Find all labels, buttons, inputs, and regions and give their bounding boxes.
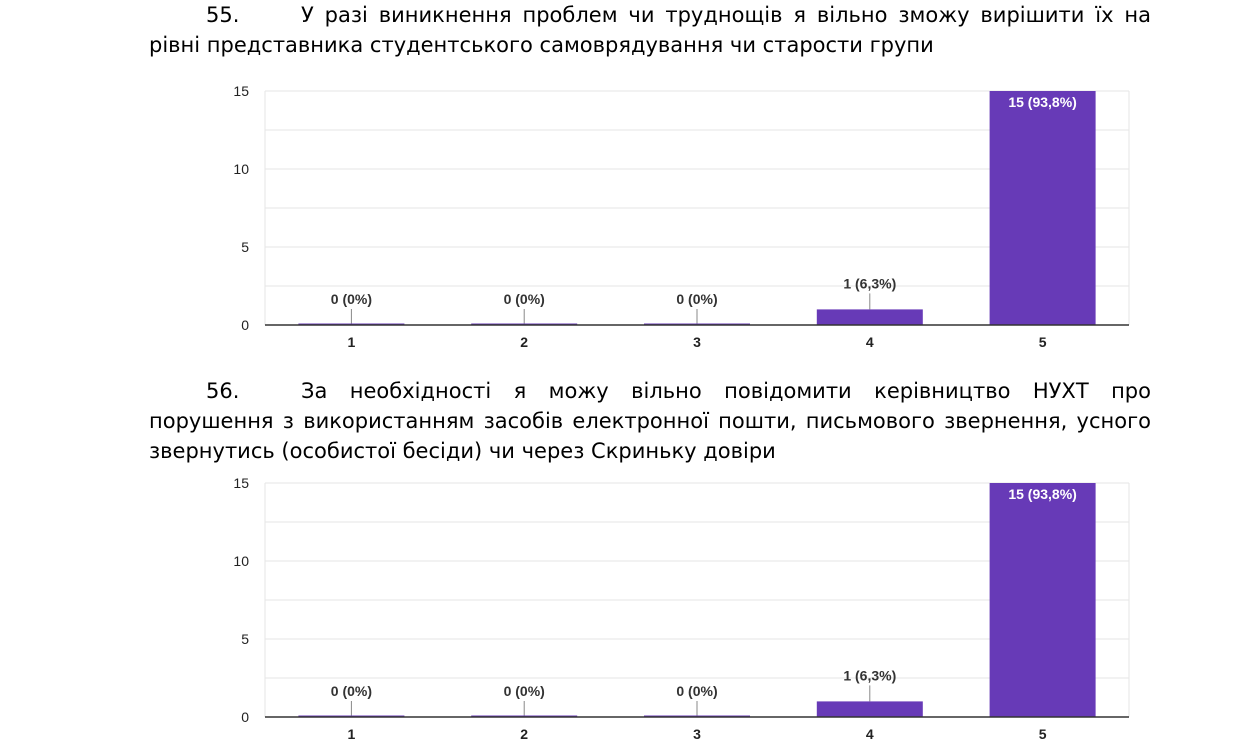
data-label: 0 (0%) — [504, 291, 545, 307]
bar — [816, 309, 923, 325]
x-tick-label: 3 — [693, 726, 701, 742]
y-tick-label: 10 — [233, 553, 249, 569]
question-number: 55. — [206, 3, 240, 27]
y-tick-label: 0 — [241, 317, 249, 333]
data-label: 15 (93,8%) — [1008, 486, 1076, 502]
y-tick-label: 10 — [233, 161, 249, 177]
data-label: 0 (0%) — [504, 683, 545, 699]
x-tick-label: 2 — [520, 334, 528, 350]
x-tick-label: 2 — [520, 726, 528, 742]
y-tick-label: 5 — [241, 631, 249, 647]
y-tick-label: 15 — [233, 83, 249, 99]
bar-chart-56: 0 5 10 15 0 (0%) 1 0 (0%) 2 0 (0%) 3 1 (6,3%) 4 15 (… — [233, 475, 1130, 742]
x-tick-label: 5 — [1039, 726, 1047, 742]
question-55: 55. У разі виникнення проблем чи труднощі… — [149, 0, 1151, 60]
bar — [989, 483, 1096, 717]
bar-chart-55: 0 5 10 15 0 (0%) 1 0 (0%) 2 0 (0%) 3 1 (6,3%) 4 15 (… — [233, 83, 1130, 350]
question-text-line1: За необхідності я можу вільно повідомити… — [301, 379, 1151, 403]
x-tick-label: 4 — [866, 726, 874, 742]
x-tick-label: 1 — [348, 334, 356, 350]
data-label: 0 (0%) — [331, 683, 372, 699]
x-tick-label: 3 — [693, 334, 701, 350]
bar — [816, 701, 923, 717]
data-label: 1 (6,3%) — [843, 667, 896, 683]
question-number: 56. — [206, 379, 240, 403]
x-tick-label: 5 — [1039, 334, 1047, 350]
bar — [989, 91, 1096, 325]
question-text-rest: рівні представника студентського самовря… — [149, 33, 934, 57]
y-tick-label: 0 — [241, 709, 249, 725]
x-tick-label: 4 — [866, 334, 874, 350]
data-label: 0 (0%) — [331, 291, 372, 307]
question-text-rest: порушення з використанням засобів електр… — [149, 409, 1151, 463]
data-label: 15 (93,8%) — [1008, 94, 1076, 110]
y-tick-label: 5 — [241, 239, 249, 255]
x-tick-label: 1 — [348, 726, 356, 742]
question-text-line1: У разі виникнення проблем чи труднощів я… — [301, 3, 1151, 27]
y-tick-label: 15 — [233, 475, 249, 491]
data-label: 0 (0%) — [676, 683, 717, 699]
data-label: 1 (6,3%) — [843, 275, 896, 291]
question-56: 56. За необхідності я можу вільно повідом… — [149, 376, 1151, 466]
data-label: 0 (0%) — [676, 291, 717, 307]
